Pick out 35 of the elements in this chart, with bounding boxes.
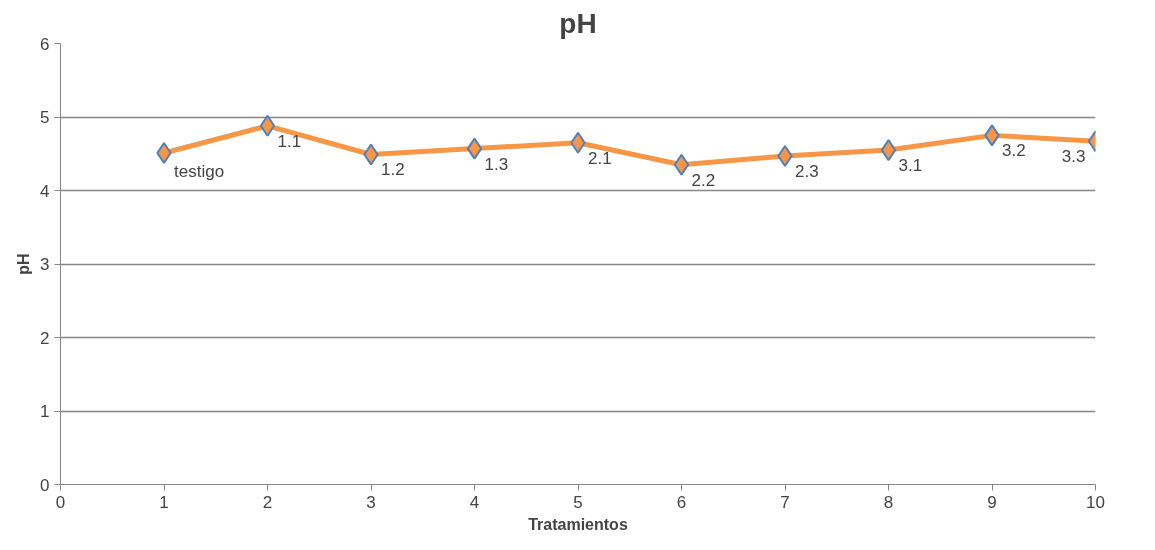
y-tick-label: 5 — [40, 108, 50, 127]
annotation: 1.2 — [381, 160, 405, 180]
x-axis-title: Tratamientos — [528, 515, 628, 533]
chart-title: pH — [559, 7, 597, 39]
y-axis-title: pH — [15, 253, 33, 275]
x-tick-label: 5 — [573, 492, 583, 512]
annotation: 1.3 — [484, 154, 509, 174]
x-tick-label: 3 — [366, 492, 376, 512]
annotation: 3.2 — [1002, 141, 1026, 161]
annotation: testigo — [174, 162, 225, 182]
point — [880, 139, 897, 162]
x-tick-label: 2 — [262, 492, 273, 512]
y-tick-label: 6 — [40, 34, 50, 54]
x-tick-label: 4 — [469, 492, 480, 512]
annotation: 1.1 — [277, 131, 302, 151]
annotation: 2.1 — [588, 148, 612, 168]
x-tick-label: 10 — [1086, 492, 1105, 512]
x-tick-label: 8 — [883, 492, 894, 512]
x-tick-label: 7 — [780, 492, 790, 512]
y-tick-label: 3 — [40, 255, 50, 274]
annotation: 3.3 — [1061, 147, 1086, 167]
point — [259, 114, 276, 137]
point — [466, 137, 483, 160]
x-tick-label: 1 — [159, 492, 169, 512]
y-tick-label: 4 — [40, 181, 50, 201]
x-tick-label: 9 — [987, 492, 997, 512]
x-tick-label: 6 — [676, 492, 687, 512]
y-tick-label: 0 — [40, 475, 50, 495]
x-tick-label: 0 — [55, 492, 66, 512]
y-tick-label: 1 — [40, 402, 50, 421]
point — [673, 153, 690, 176]
annotation: 2.3 — [795, 161, 819, 181]
annotation: 3.1 — [898, 156, 923, 176]
y-tick-label: 2 — [40, 328, 50, 348]
annotation: 2.2 — [691, 170, 716, 190]
